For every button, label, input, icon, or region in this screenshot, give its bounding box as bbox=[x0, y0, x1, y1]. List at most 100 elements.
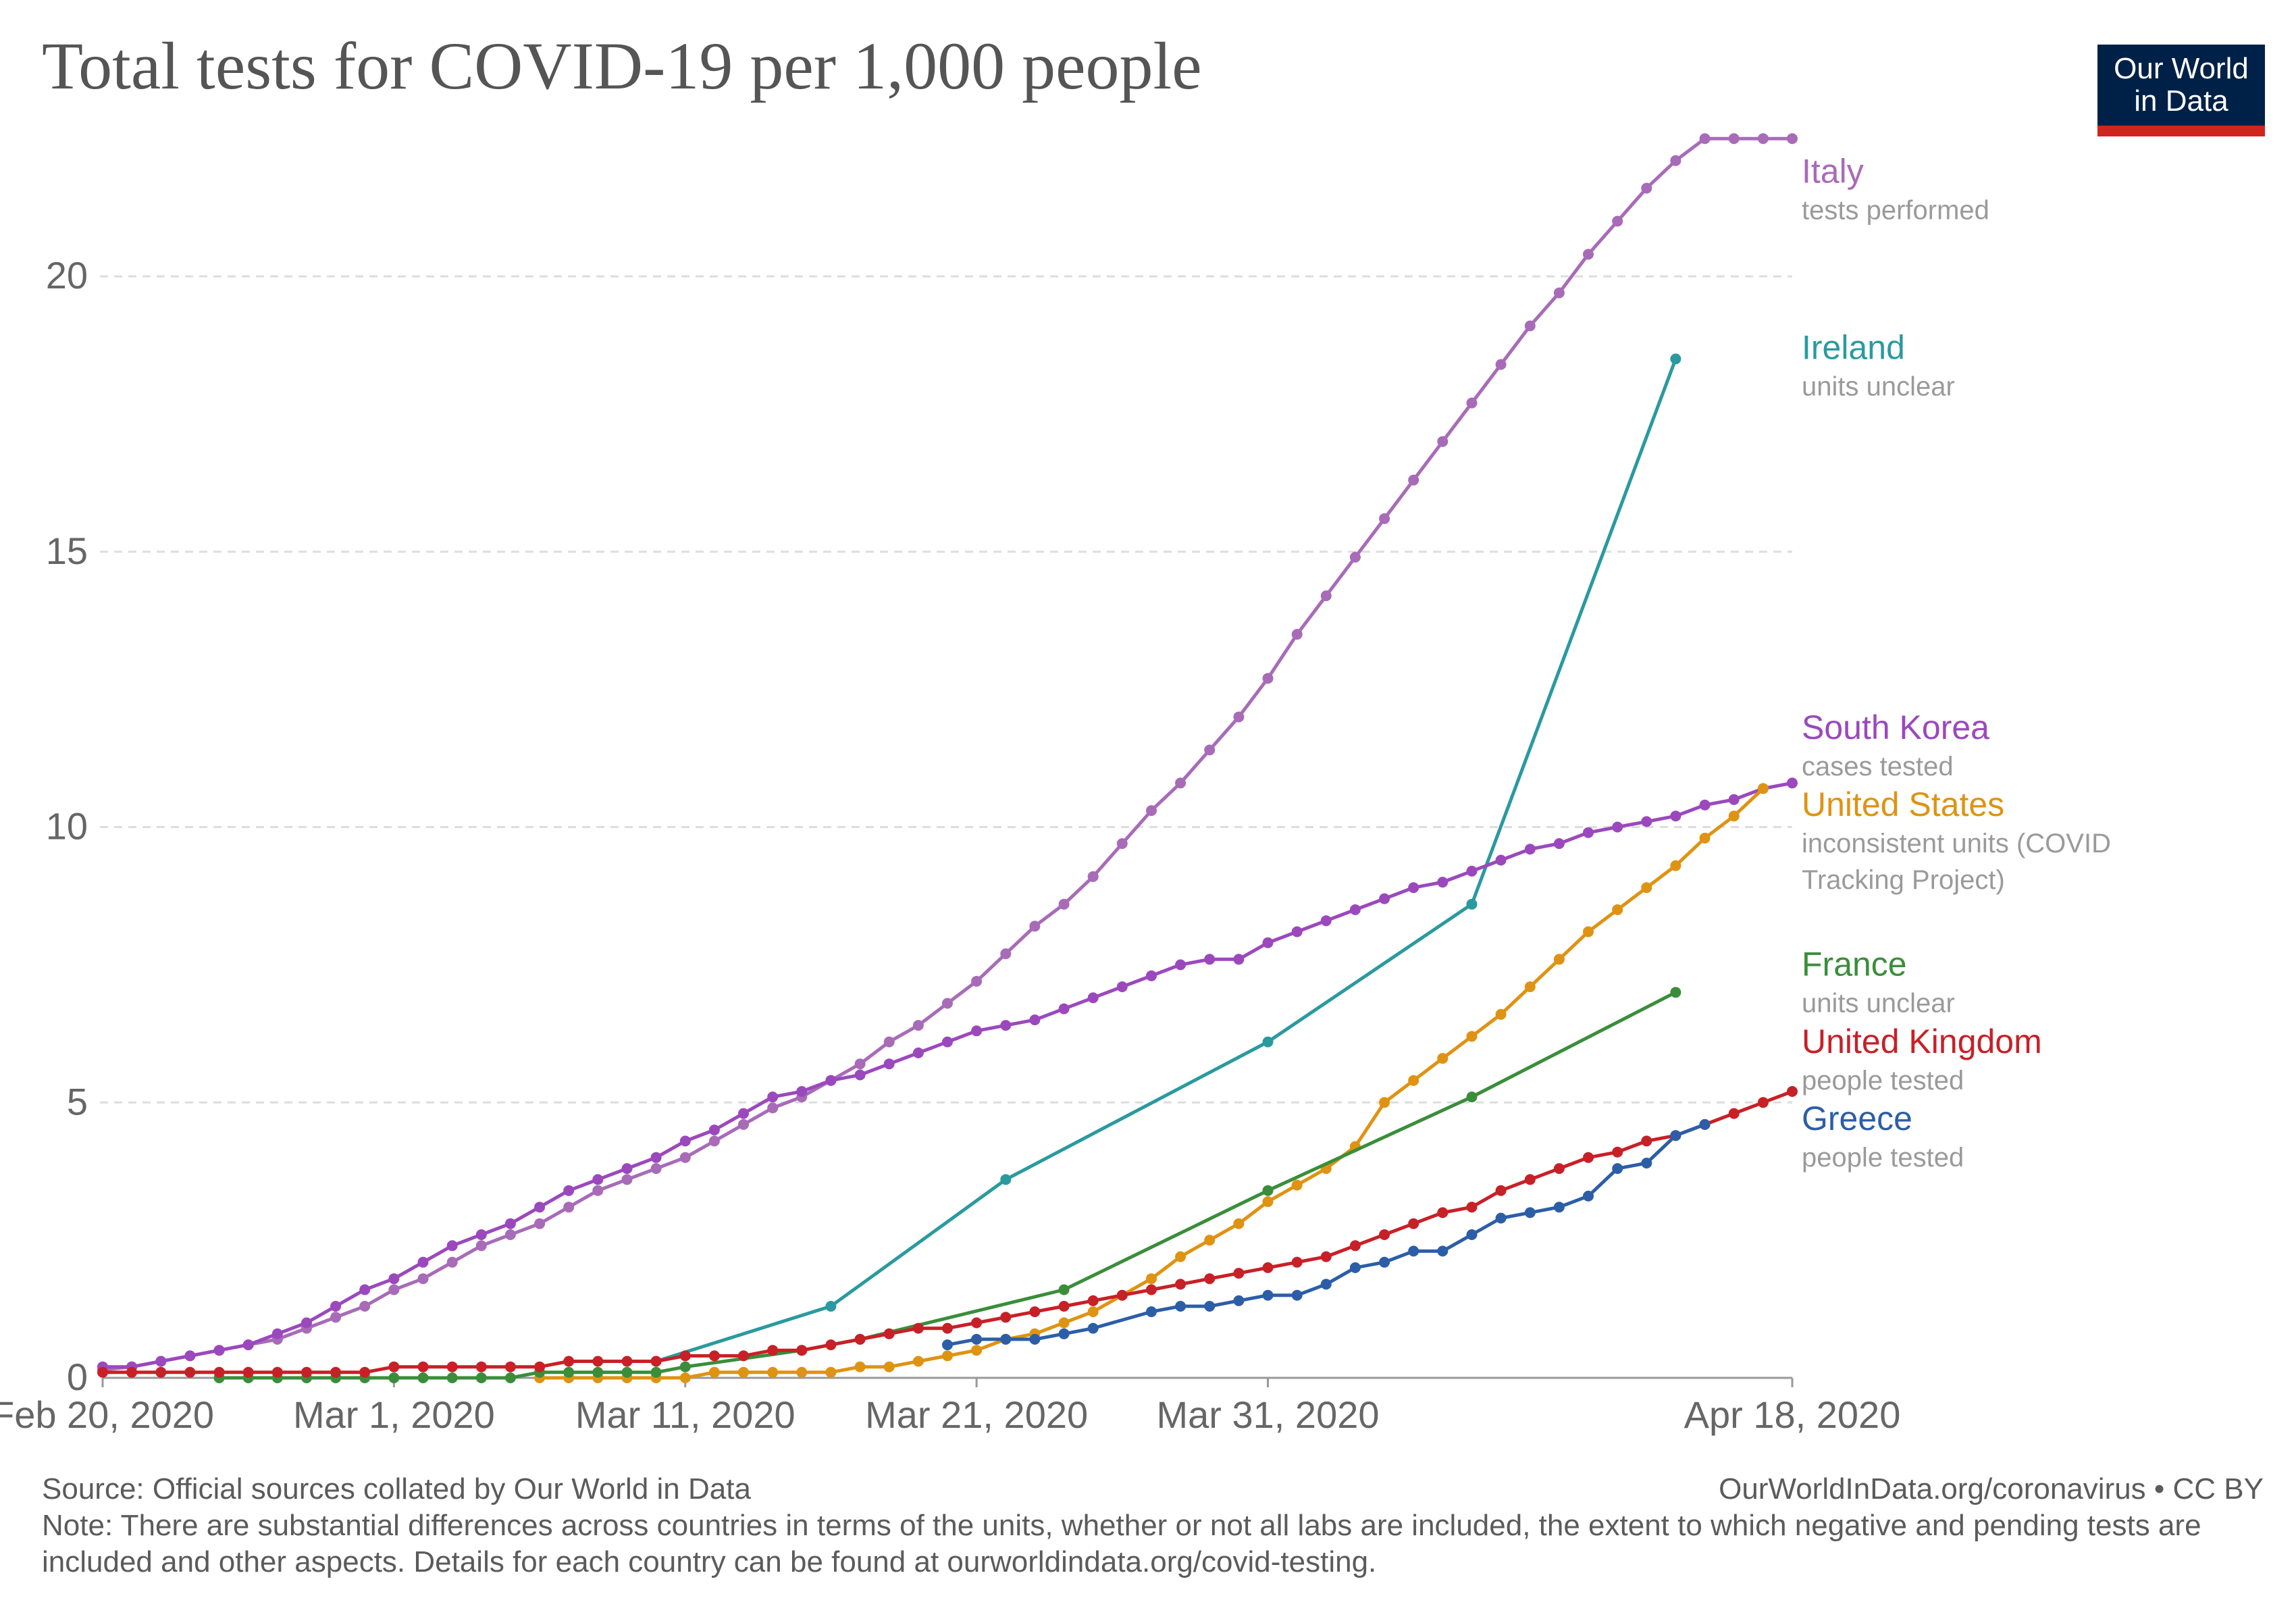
data-point-greece bbox=[1029, 1333, 1041, 1345]
series-label-greece: Greece bbox=[1802, 1100, 1912, 1137]
data-point-greece bbox=[1291, 1289, 1303, 1301]
data-point-italy bbox=[1291, 629, 1303, 640]
data-point-france bbox=[1262, 1185, 1274, 1196]
owid-logo[interactable]: Our World in Data bbox=[2097, 45, 2265, 136]
data-point-south-korea bbox=[1349, 904, 1361, 915]
logo-line-1: Our World bbox=[2114, 52, 2249, 85]
data-point-united-kingdom bbox=[592, 1356, 604, 1367]
data-point-italy bbox=[1787, 133, 1798, 145]
data-point-united-kingdom bbox=[271, 1366, 283, 1378]
data-point-italy bbox=[504, 1229, 516, 1240]
data-point-united-states bbox=[1087, 1306, 1099, 1318]
data-point-greece bbox=[1349, 1262, 1361, 1273]
data-point-italy bbox=[534, 1218, 546, 1229]
data-point-united-states bbox=[679, 1372, 691, 1383]
data-point-united-kingdom bbox=[1466, 1202, 1478, 1213]
data-point-south-korea bbox=[475, 1229, 487, 1240]
data-point-italy bbox=[1641, 182, 1652, 194]
data-point-italy bbox=[417, 1273, 429, 1285]
data-point-south-korea bbox=[1641, 816, 1652, 827]
series-sublabel-france: units unclear bbox=[1802, 989, 1955, 1019]
data-point-united-states bbox=[1728, 810, 1740, 822]
data-point-greece bbox=[1670, 1130, 1681, 1141]
data-point-united-kingdom bbox=[621, 1356, 633, 1367]
data-point-united-states bbox=[1641, 882, 1652, 894]
data-point-greece bbox=[1058, 1328, 1070, 1339]
data-point-united-kingdom bbox=[1233, 1268, 1245, 1279]
data-point-italy bbox=[1233, 711, 1245, 723]
data-point-italy bbox=[767, 1102, 779, 1114]
series-line-south-korea bbox=[103, 781, 1793, 1369]
data-point-italy bbox=[1087, 871, 1099, 882]
data-point-ireland bbox=[1670, 353, 1681, 365]
data-point-south-korea bbox=[388, 1273, 400, 1285]
data-point-united-kingdom bbox=[359, 1366, 371, 1378]
data-point-south-korea bbox=[534, 1202, 546, 1213]
source-text: Source: Official sources collated by Our… bbox=[42, 1472, 751, 1506]
data-point-united-kingdom bbox=[184, 1366, 196, 1378]
data-point-south-korea bbox=[1233, 954, 1245, 965]
data-point-united-kingdom bbox=[1116, 1289, 1128, 1301]
data-point-italy bbox=[1379, 513, 1390, 524]
data-point-united-kingdom bbox=[650, 1356, 662, 1367]
data-point-united-states bbox=[1553, 954, 1565, 965]
data-point-france bbox=[388, 1372, 400, 1383]
data-point-italy bbox=[1320, 590, 1332, 602]
data-point-greece bbox=[1175, 1301, 1186, 1312]
data-point-united-kingdom bbox=[1787, 1086, 1798, 1097]
logo-line-2: in Data bbox=[2134, 84, 2228, 118]
data-point-united-kingdom bbox=[1349, 1240, 1361, 1252]
data-point-south-korea bbox=[330, 1301, 342, 1312]
y-tick-label: 10 bbox=[46, 805, 88, 848]
data-point-south-korea bbox=[213, 1345, 225, 1356]
data-point-united-states bbox=[1291, 1179, 1303, 1191]
data-point-united-states bbox=[767, 1366, 779, 1378]
data-point-united-kingdom bbox=[1583, 1152, 1594, 1163]
data-point-france bbox=[1670, 987, 1681, 998]
data-point-italy bbox=[1146, 805, 1157, 817]
data-point-ireland bbox=[1000, 1174, 1012, 1185]
data-point-united-states bbox=[971, 1345, 983, 1356]
data-point-south-korea bbox=[650, 1152, 662, 1163]
data-point-united-states bbox=[883, 1361, 895, 1372]
data-point-united-kingdom bbox=[1437, 1207, 1449, 1218]
data-point-south-korea bbox=[155, 1356, 167, 1367]
note-text: Note: There are substantial differences … bbox=[42, 1509, 2201, 1578]
data-point-united-kingdom bbox=[738, 1350, 749, 1362]
data-point-greece bbox=[971, 1333, 983, 1345]
series-label-ireland: Ireland bbox=[1802, 328, 1905, 366]
data-point-greece bbox=[1641, 1158, 1652, 1168]
data-point-south-korea bbox=[1379, 893, 1390, 904]
credit-text: OurWorldInData.org/coronavirus • CC BY bbox=[1719, 1472, 2264, 1506]
x-tick-label: Apr 18, 2020 bbox=[1684, 1393, 1901, 1436]
data-point-united-states bbox=[1670, 860, 1681, 871]
data-point-france bbox=[592, 1366, 604, 1378]
x-tick-label: Feb 20, 2020 bbox=[0, 1393, 214, 1436]
data-point-italy bbox=[1408, 474, 1419, 486]
data-point-united-states bbox=[1437, 1053, 1449, 1064]
data-point-united-kingdom bbox=[1408, 1218, 1419, 1229]
series-label-united-states: United States bbox=[1802, 786, 2004, 823]
data-point-united-states bbox=[1583, 926, 1594, 937]
data-point-united-kingdom bbox=[1262, 1262, 1274, 1273]
series-sublabel-south-korea: cases tested bbox=[1802, 752, 1954, 781]
data-point-france bbox=[650, 1366, 662, 1378]
series-line-ireland bbox=[655, 358, 1677, 1363]
data-point-italy bbox=[1466, 397, 1478, 409]
data-point-united-kingdom bbox=[446, 1361, 458, 1372]
series-label-south-korea: South Korea bbox=[1802, 709, 1989, 746]
data-point-south-korea bbox=[359, 1284, 371, 1295]
data-point-italy bbox=[1175, 777, 1186, 789]
data-point-france bbox=[1058, 1284, 1070, 1295]
data-point-south-korea bbox=[796, 1086, 808, 1097]
data-point-italy bbox=[1699, 133, 1711, 145]
data-point-united-kingdom bbox=[825, 1339, 837, 1351]
data-point-south-korea bbox=[1612, 821, 1623, 833]
data-point-south-korea bbox=[767, 1091, 779, 1103]
data-point-south-korea bbox=[417, 1256, 429, 1268]
data-point-italy bbox=[1495, 359, 1507, 370]
data-point-greece bbox=[1699, 1118, 1711, 1130]
data-point-italy bbox=[942, 998, 953, 1009]
data-point-united-kingdom bbox=[1058, 1301, 1070, 1312]
data-point-united-states bbox=[912, 1356, 924, 1367]
